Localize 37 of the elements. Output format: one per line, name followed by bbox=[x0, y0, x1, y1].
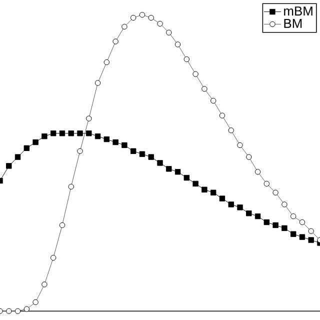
legend-label: mBM bbox=[284, 6, 312, 16]
point bbox=[166, 166, 172, 172]
point bbox=[202, 186, 208, 192]
point bbox=[68, 130, 74, 136]
point bbox=[86, 130, 92, 136]
point bbox=[14, 154, 21, 160]
point bbox=[77, 130, 83, 136]
point bbox=[94, 133, 101, 140]
point bbox=[24, 145, 30, 151]
point bbox=[264, 219, 270, 226]
point bbox=[32, 139, 38, 146]
point bbox=[308, 237, 314, 243]
point bbox=[290, 231, 296, 237]
point bbox=[104, 136, 110, 142]
point bbox=[6, 163, 12, 169]
point bbox=[130, 148, 136, 154]
point bbox=[50, 130, 56, 136]
point bbox=[148, 154, 154, 160]
point bbox=[112, 139, 118, 146]
point bbox=[282, 225, 288, 231]
point bbox=[174, 169, 181, 175]
point bbox=[42, 133, 48, 140]
point bbox=[192, 180, 198, 187]
legend-label: BM bbox=[284, 18, 302, 28]
point bbox=[299, 234, 306, 240]
point bbox=[122, 142, 128, 148]
point bbox=[139, 151, 146, 157]
point bbox=[210, 190, 216, 196]
point bbox=[254, 213, 261, 220]
point bbox=[246, 210, 252, 216]
point bbox=[272, 222, 278, 228]
point bbox=[228, 202, 234, 208]
point bbox=[237, 204, 243, 210]
point bbox=[184, 174, 190, 181]
point bbox=[157, 160, 163, 166]
point bbox=[59, 130, 66, 136]
point bbox=[219, 196, 226, 202]
